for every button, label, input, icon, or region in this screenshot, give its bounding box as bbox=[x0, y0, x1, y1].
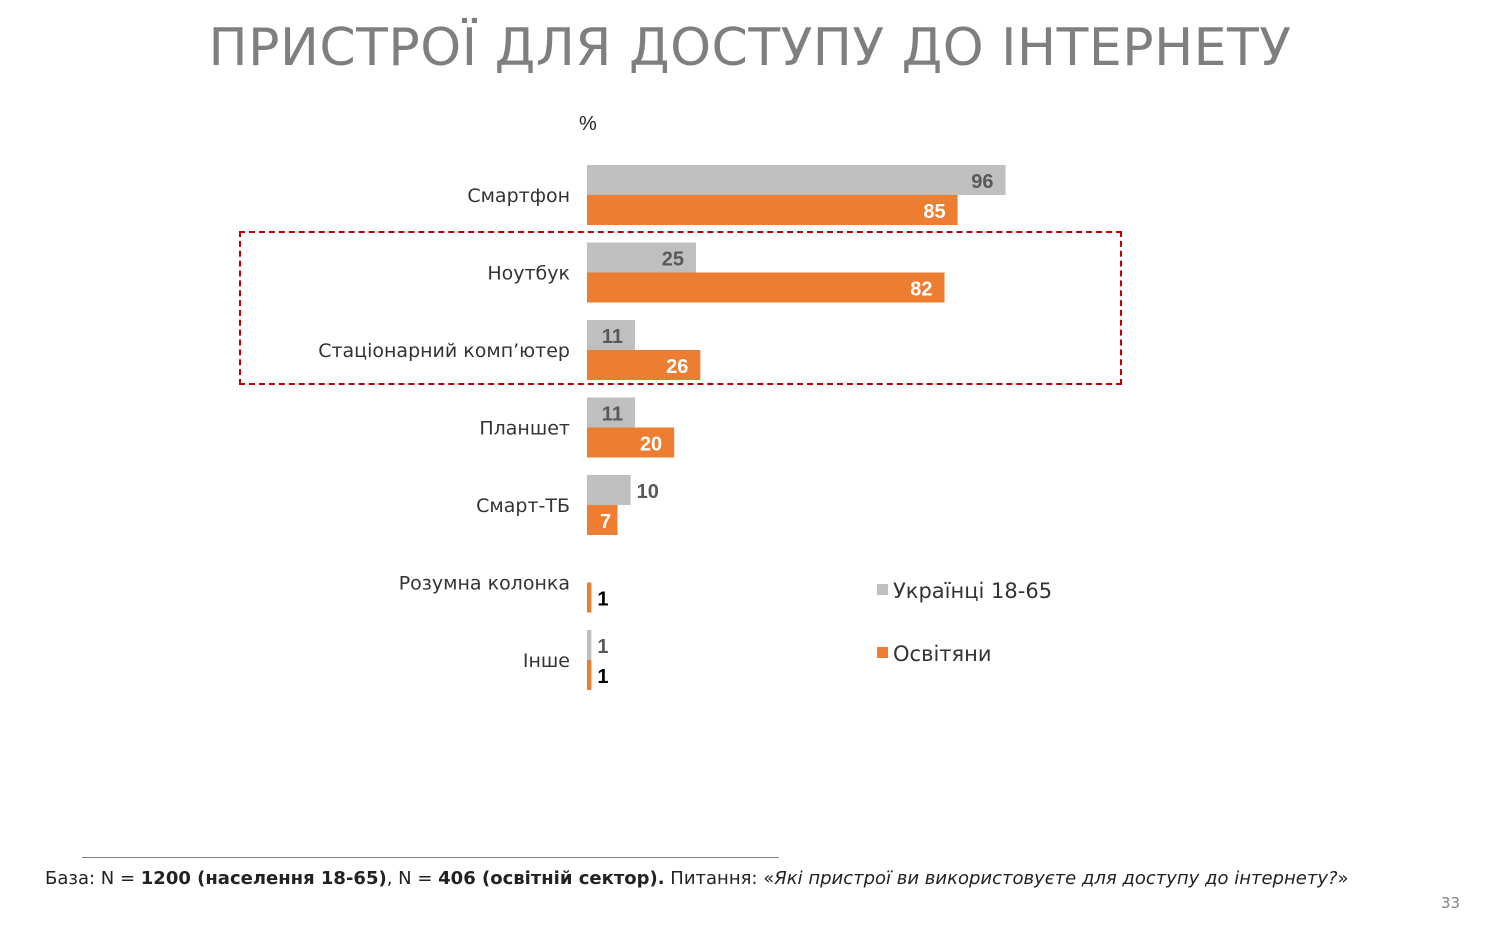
bar-ukrainians-2 bbox=[587, 320, 635, 350]
legend-swatch-ukrainians bbox=[877, 584, 888, 595]
category-label: Смартфон bbox=[467, 185, 570, 207]
device-usage-bar-chart: % Смартфон 96 85 Ноутбук 25 82 Стаціонарний ком… bbox=[318, 113, 1052, 690]
data-label: 1 bbox=[597, 589, 608, 611]
footnote-question-suffix: » bbox=[1337, 868, 1349, 889]
footnote-question: Які пристрої ви використовуєте для досту… bbox=[774, 868, 1338, 889]
footnote-n2: 406 (освітній сектор). bbox=[438, 868, 665, 889]
bar-ukrainians-4 bbox=[587, 475, 631, 505]
page-number: 33 bbox=[1440, 894, 1460, 912]
footnote-separator: , N = bbox=[386, 868, 439, 889]
data-label: 26 bbox=[666, 356, 688, 378]
bar-ukrainians-1 bbox=[587, 242, 696, 273]
bar-educators-6 bbox=[587, 660, 592, 690]
unit-label: % bbox=[579, 113, 597, 135]
bar-ukrainians-3 bbox=[587, 397, 635, 428]
data-label: 11 bbox=[602, 404, 623, 426]
data-label: 1 bbox=[597, 666, 608, 688]
data-label: 1 bbox=[597, 636, 608, 658]
legend-label-ukrainians: Українці 18-65 bbox=[893, 579, 1052, 603]
footnote: База: N = 1200 (населення 18-65), N = 40… bbox=[45, 868, 1349, 889]
bar-educators-2 bbox=[587, 350, 701, 380]
data-label: 11 bbox=[602, 326, 623, 348]
bar-ukrainians-6 bbox=[587, 630, 592, 660]
category-label: Стаціонарний комп’ютер bbox=[318, 340, 570, 362]
data-label: 85 bbox=[923, 201, 945, 223]
footnote-question-prefix: Питання: « bbox=[664, 868, 775, 889]
data-label: 82 bbox=[910, 279, 932, 301]
bar-educators-4 bbox=[587, 505, 618, 535]
data-label: 7 bbox=[600, 511, 611, 533]
category-label: Планшет bbox=[479, 418, 570, 440]
footnote-n1: 1200 (населення 18-65) bbox=[140, 868, 387, 889]
category-label: Смарт-ТБ bbox=[476, 495, 570, 517]
bar-educators-5 bbox=[587, 582, 592, 613]
category-label: Розумна колонка bbox=[399, 573, 570, 595]
bar-educators-3 bbox=[587, 427, 675, 458]
category-label: Інше bbox=[523, 650, 570, 672]
legend-label-educators: Освітяни bbox=[893, 642, 992, 666]
bar-educators-0 bbox=[587, 195, 958, 225]
data-label: 10 bbox=[637, 481, 659, 503]
footnote-base-prefix: База: N = bbox=[45, 868, 141, 889]
data-label: 96 bbox=[971, 171, 993, 193]
legend-swatch-educators bbox=[877, 647, 888, 658]
slide-title: ПРИСТРОЇ ДЛЯ ДОСТУПУ ДО ІНТЕРНЕТУ bbox=[208, 18, 1292, 78]
bar-ukrainians-0 bbox=[587, 165, 1006, 195]
data-label: 25 bbox=[662, 249, 684, 271]
category-label: Ноутбук bbox=[487, 263, 570, 285]
bar-educators-1 bbox=[587, 272, 945, 303]
footnote-divider bbox=[82, 857, 779, 858]
data-label: 20 bbox=[640, 434, 662, 456]
highlight-dashed-box bbox=[239, 231, 1122, 385]
